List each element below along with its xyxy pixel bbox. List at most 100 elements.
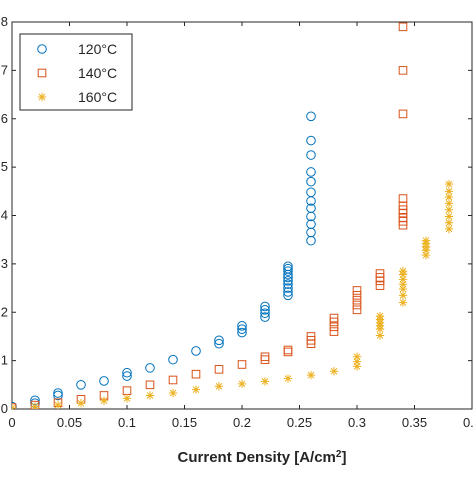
x-tick-label: 0.1 [118,415,136,430]
data-point [352,362,362,371]
data-point [398,22,408,32]
x-tick-label: 0.2 [233,415,251,430]
data-point [398,284,408,294]
x-tick-label: 0 [8,415,15,430]
data-point [260,377,270,386]
data-point [260,312,270,322]
data-point [191,346,201,356]
series-1 [12,22,408,409]
data-point [168,354,178,365]
data-point [30,402,40,409]
x-tick-label: 0.35 [402,415,427,430]
legend-label: 120°C [78,41,117,57]
data-point [283,266,293,276]
data-point [191,385,201,394]
legend-label: 160°C [78,89,117,105]
data-point [398,266,408,276]
y-tick-label: 6 [1,111,8,126]
data-point [398,109,408,119]
data-point [214,335,224,346]
legend-marker [37,44,47,54]
data-point [237,360,247,369]
data-point [99,376,109,386]
data-point [398,194,408,203]
data-point [306,150,316,160]
data-point [53,390,63,401]
legend: 120°C 140°C 160°C [19,33,133,111]
data-point [306,135,316,146]
data-point [329,367,339,376]
data-point [145,380,155,390]
data-point [283,279,293,289]
data-point [99,396,109,405]
data-point [168,375,178,385]
data-point [444,205,454,214]
data-point [214,365,224,374]
data-point [76,380,86,390]
data-point [237,379,247,389]
y-tick-label: 0 [1,401,8,416]
data-point [237,327,247,338]
data-point [283,290,293,301]
data-point [53,388,63,398]
data-point [145,363,155,373]
data-point [260,308,270,319]
data-point [444,187,454,196]
legend-marker [37,68,47,78]
data-point [306,332,316,341]
data-point [12,403,17,409]
data-point [53,400,63,409]
data-point [375,269,385,278]
data-point [444,192,454,202]
data-point [191,369,201,379]
x-tick-label: 0.25 [287,415,312,430]
data-point [306,370,316,380]
data-point [306,203,316,214]
data-point [237,320,247,331]
data-point [398,291,408,300]
data-point [283,374,293,383]
data-point [398,275,408,284]
data-point [398,66,408,75]
data-point [444,218,454,227]
data-point [352,286,362,295]
data-point [283,263,293,274]
x-tick-label: 0.05 [57,415,82,430]
data-point [122,367,132,378]
y-tick-label: 2 [1,304,8,319]
data-point [444,199,454,208]
data-point [444,212,454,221]
data-point [329,313,339,323]
data-point [260,301,270,312]
data-point [122,371,132,381]
y-tick-label: 5 [1,159,8,174]
data-point [375,311,385,321]
data-point [260,305,270,315]
data-point [260,352,270,362]
y-tick-label: 7 [1,62,8,77]
data-point [375,331,385,340]
data-point [398,298,408,307]
data-point [122,394,132,403]
x-tick-label: 0.15 [172,415,197,430]
x-tick-label: 0.3 [348,415,366,430]
data-point [375,281,385,290]
data-markers [12,22,454,409]
data-point [145,391,155,400]
series-0 [12,111,316,409]
data-point [214,338,224,349]
data-point [283,345,293,355]
y-axis: 0 1 2 3 4 5 6 7 8 [1,14,472,416]
data-point [306,176,316,187]
data-point [168,388,178,398]
legend-marker [37,92,47,102]
data-point [444,179,454,189]
data-point [306,111,316,122]
x-axis: 0 0.05 0.1 0.15 0.2 0.25 0.3 0.35 0.4 [8,22,474,430]
y-tick-label: 8 [1,14,8,29]
data-point [352,295,362,305]
data-point [283,276,293,286]
data-point [214,382,224,391]
data-point [306,219,316,230]
